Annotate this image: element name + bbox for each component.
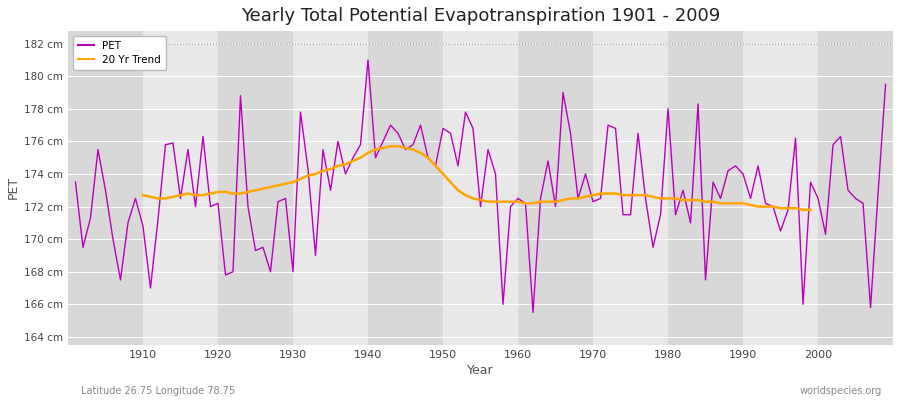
X-axis label: Year: Year	[467, 364, 494, 377]
Bar	[593, 31, 668, 345]
Bar	[743, 31, 818, 345]
Title: Yearly Total Potential Evapotranspiration 1901 - 2009: Yearly Total Potential Evapotranspiratio…	[241, 7, 720, 25]
Text: worldspecies.org: worldspecies.org	[800, 386, 882, 396]
Bar	[293, 31, 368, 345]
Bar	[818, 31, 893, 345]
Y-axis label: PET: PET	[7, 176, 20, 200]
Bar	[443, 31, 518, 345]
Legend: PET, 20 Yr Trend: PET, 20 Yr Trend	[73, 36, 166, 70]
Bar	[518, 31, 593, 345]
Bar	[368, 31, 443, 345]
Text: Latitude 26.75 Longitude 78.75: Latitude 26.75 Longitude 78.75	[81, 386, 235, 396]
Bar	[218, 31, 293, 345]
Bar	[668, 31, 743, 345]
Bar	[68, 31, 143, 345]
Bar	[143, 31, 218, 345]
